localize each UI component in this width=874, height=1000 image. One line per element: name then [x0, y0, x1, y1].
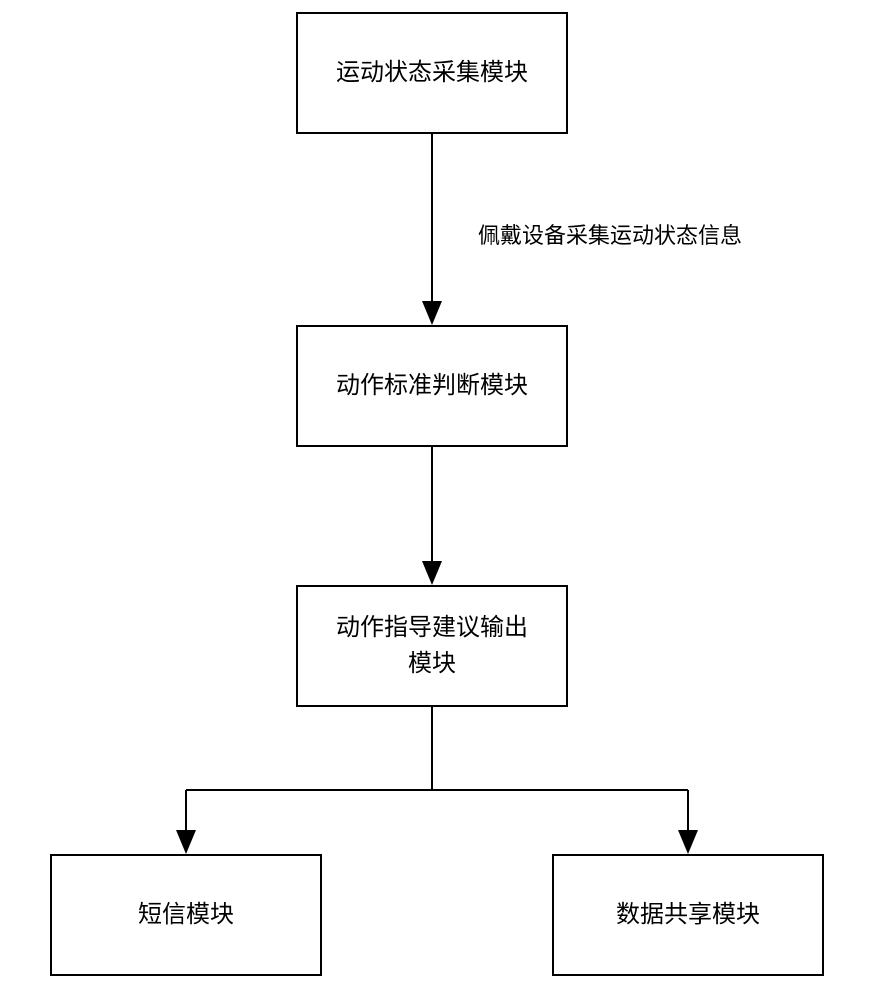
connectors-svg [0, 0, 874, 1000]
node-sms: 短信模块 [50, 854, 322, 976]
node-label: 运动状态采集模块 [336, 55, 528, 91]
node-motion-collection: 运动状态采集模块 [296, 12, 568, 134]
node-action-standard-judge: 动作标准判断模块 [296, 325, 568, 447]
node-data-share: 数据共享模块 [552, 854, 824, 976]
node-label: 动作指导建议输出模块 [336, 610, 528, 682]
node-label: 动作标准判断模块 [336, 368, 528, 404]
node-label: 数据共享模块 [616, 897, 760, 933]
node-action-guidance-output: 动作指导建议输出模块 [296, 585, 568, 707]
edge-label-wearable: 佩戴设备采集运动状态信息 [478, 218, 742, 250]
node-label: 短信模块 [138, 897, 234, 933]
